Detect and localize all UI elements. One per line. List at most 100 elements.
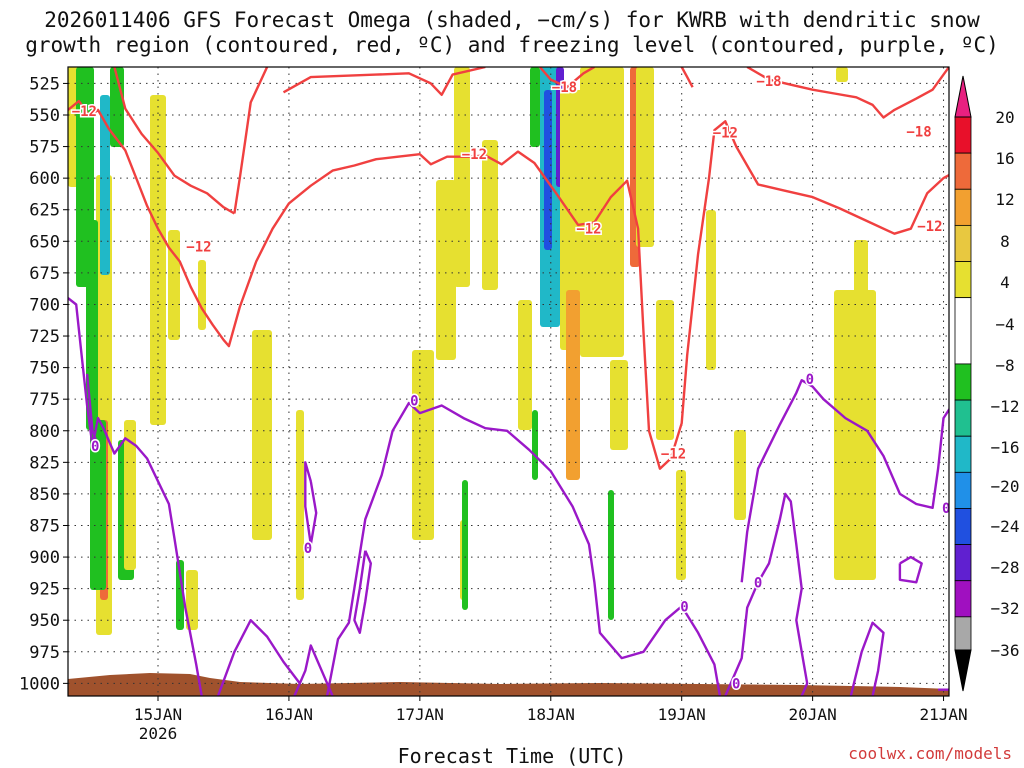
colorbar-segment [954, 471, 972, 509]
credit-link[interactable]: coolwx.com/models [848, 744, 1012, 763]
dendritic-label: −12 [576, 222, 601, 238]
colorbar-label: −32 [991, 599, 1020, 618]
y-tick-label: 725 [29, 327, 60, 347]
dendritic-label: −12 [713, 126, 738, 142]
freezing-label: 0 [410, 393, 418, 409]
dendritic-label: −12 [661, 446, 686, 462]
colorbar-label: −16 [991, 438, 1020, 457]
colorbar-label: −28 [991, 558, 1020, 577]
freezing-contour-line [216, 619, 301, 696]
freezing-contour-line [849, 621, 885, 696]
colorbar-label: −20 [991, 477, 1020, 496]
omega-patch [454, 67, 470, 287]
x-tick-label: 17JAN [396, 705, 444, 724]
omega-patch [198, 260, 206, 330]
omega-patch [566, 290, 580, 480]
omega-patch [482, 140, 498, 290]
title-line-2: growth region (contoured, red, ºC) and f… [25, 33, 999, 57]
colorbar-label: 12 [995, 190, 1014, 209]
omega-patch [100, 95, 110, 275]
omega-patch [532, 410, 538, 480]
omega-patch [608, 490, 614, 620]
freezing-label: 0 [942, 501, 950, 517]
dendritic-contours [68, 67, 949, 470]
omega-patch [412, 350, 434, 540]
colorbar-segment [954, 363, 972, 401]
colorbar-label: −12 [991, 397, 1020, 416]
dendritic-label: −18 [756, 74, 781, 90]
dendritic-label: −12 [917, 219, 942, 235]
dendritic-label: −12 [186, 239, 211, 255]
colorbar-label: −36 [991, 641, 1020, 660]
x-tick-label: 16JAN [265, 705, 313, 724]
colorbar-label: 4 [1000, 273, 1010, 292]
x-tick-label: 20JAN [789, 705, 837, 724]
y-tick-label: 825 [29, 453, 60, 473]
omega-patch [610, 360, 628, 450]
freezing-contour-line [740, 379, 949, 583]
colorbar-segment [954, 435, 972, 473]
x-axis-title: Forecast Time (UTC) [397, 744, 627, 768]
colorbar-segment [954, 224, 972, 262]
x-tick-label: 18JAN [527, 705, 575, 724]
omega-patch [296, 410, 304, 600]
freezing-label: 0 [91, 439, 99, 455]
colorbar-segment [954, 261, 972, 299]
colorbar-top-arrow [954, 75, 972, 118]
y-tick-label: 650 [29, 232, 60, 252]
dendritic-contour-line [680, 67, 694, 88]
y-tick-label: 950 [29, 611, 60, 631]
y-tick-label: 575 [29, 138, 60, 158]
colorbar-segment [954, 616, 972, 651]
colorbar-label: −8 [995, 356, 1014, 375]
x-tick-sublabel: 2026 [139, 724, 178, 743]
omega-patch [834, 290, 876, 580]
dendritic-label: −12 [462, 147, 487, 163]
y-tick-label: 975 [29, 643, 60, 663]
omega-patch [252, 330, 272, 540]
freezing-contour-line [85, 373, 100, 447]
y-tick-label: 875 [29, 516, 60, 536]
omega-patch [676, 470, 686, 580]
y-tick-label: 600 [29, 169, 60, 189]
colorbar-label: −24 [991, 517, 1020, 536]
plot-frame [67, 66, 950, 697]
colorbar-segment [954, 580, 972, 618]
x-tick-label: 19JAN [658, 705, 706, 724]
omega-patch [836, 67, 848, 82]
contour-labels: −12 −12 −12 −12 −12 −12 −12 −18 −18 −18 0 0 0 0 0 0 0 0 [70, 72, 952, 693]
y-tick-label: 1000 [19, 674, 60, 694]
colorbar-segment [954, 116, 972, 154]
colorbar-segment [954, 399, 972, 437]
omega-patch [636, 67, 654, 247]
grid-lines [68, 67, 949, 696]
dendritic-label: −12 [72, 104, 97, 120]
freezing-contour-line [353, 550, 372, 634]
omega-patch [854, 240, 868, 300]
freezing-contour-line [293, 644, 334, 696]
colorbar-segment [954, 508, 972, 545]
dendritic-contour-line [538, 67, 596, 89]
x-tick-label: 21JAN [919, 705, 967, 724]
omega-patch [86, 220, 98, 430]
y-tick-label: 925 [29, 580, 60, 600]
colorbar-bottom-arrow [954, 649, 972, 692]
omega-patch [168, 230, 180, 340]
freezing-label: 0 [806, 372, 814, 388]
y-tick-label: 800 [29, 422, 60, 442]
omega-patch [436, 180, 456, 360]
freezing-label: 0 [754, 575, 762, 591]
colorbar: 20 16 12 8 4 −4 −8 −12 −16 −20 −24 −28 −32 −36 [954, 75, 1020, 692]
colorbar-label: 16 [995, 149, 1014, 168]
colorbar-segment [954, 152, 972, 190]
omega-patch [734, 430, 746, 520]
y-tick-label: 700 [29, 295, 60, 315]
dendritic-contour-line [282, 67, 486, 96]
omega-patch [124, 420, 136, 570]
colorbar-segment [954, 188, 972, 226]
omega-patch [530, 67, 540, 147]
omega-patch [186, 570, 198, 630]
title-line-1: 2026011406 GFS Forecast Omega (shaded, −… [44, 8, 980, 32]
dendritic-contour-line [233, 67, 269, 214]
